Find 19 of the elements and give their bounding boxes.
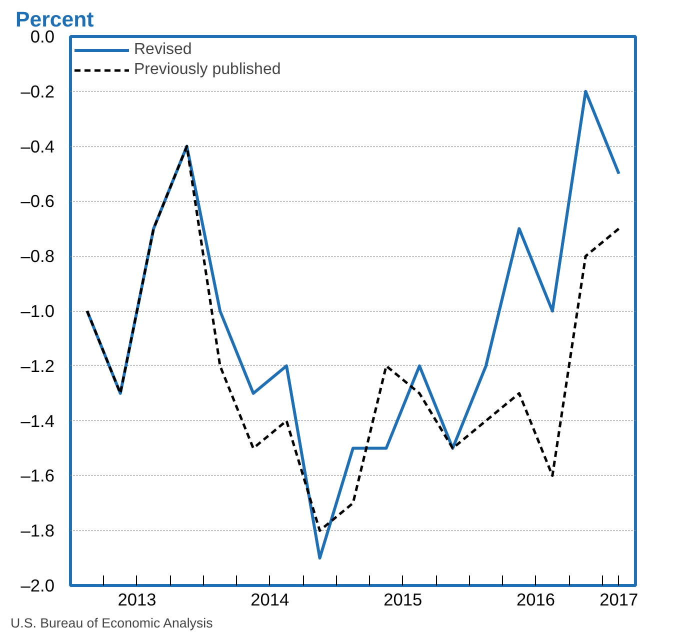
y-tick-label: –0.2 <box>20 81 55 102</box>
legend-label: Previously published <box>134 61 281 79</box>
y-tick-label: –1.0 <box>20 301 55 321</box>
line-series <box>86 145 620 532</box>
x-tick-label: 2017 <box>600 590 638 610</box>
y-tick-label: –1.4 <box>20 410 55 431</box>
x-tick-label: 2013 <box>118 590 156 610</box>
y-tick-label: –1.2 <box>20 356 55 376</box>
x-tick-label: 2015 <box>384 590 422 610</box>
y-tick-label: –0.6 <box>20 191 55 212</box>
y-tick-label: –0.4 <box>20 136 55 156</box>
y-tick-label: –0.8 <box>20 246 55 266</box>
x-tick-label: 2014 <box>250 590 290 610</box>
y-tick-label: –1.8 <box>20 520 55 541</box>
text: U.S. Bureau of Economic Analysis <box>10 616 214 630</box>
y-tick-label: –1.6 <box>20 466 55 486</box>
x-tick-label: 2016 <box>516 590 556 610</box>
y-tick-label: –2.0 <box>20 576 55 596</box>
legend-label: Revised <box>134 41 192 59</box>
